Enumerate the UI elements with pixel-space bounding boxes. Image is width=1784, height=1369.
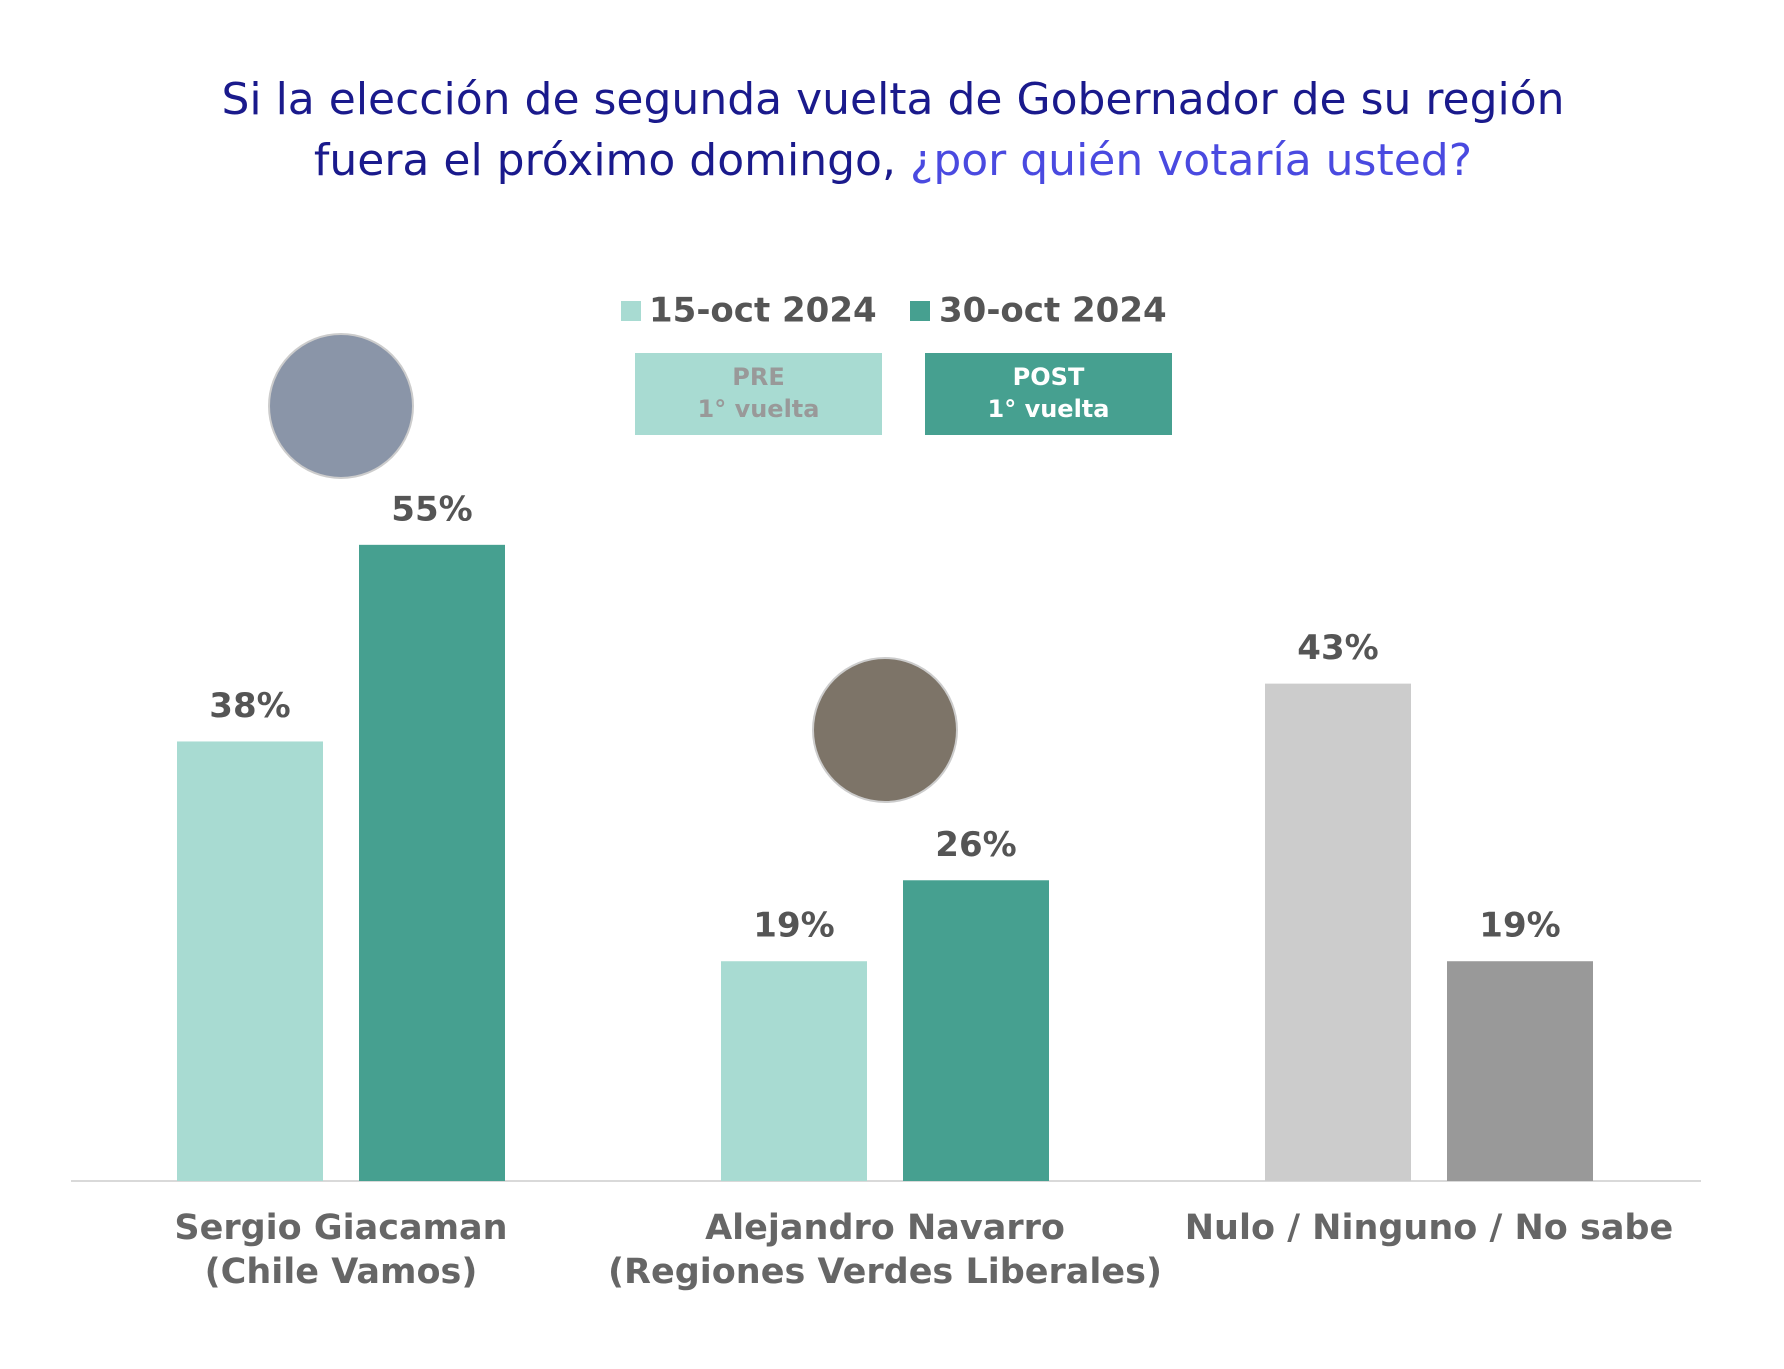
legend-swatch <box>910 301 930 321</box>
badge-text: PRE <box>732 363 784 391</box>
legend-label: 30-oct 2024 <box>939 291 1167 331</box>
value-label: 19% <box>753 906 834 946</box>
bar <box>177 741 323 1181</box>
bar <box>721 961 867 1181</box>
chart-title: Si la elección de segunda vuelta de Gobe… <box>221 74 1564 125</box>
title-part: fuera el próximo domingo, <box>314 135 896 186</box>
bar <box>903 880 1049 1181</box>
bar <box>359 544 505 1181</box>
bar <box>1265 683 1411 1181</box>
legend-label: 15-oct 2024 <box>649 291 877 331</box>
value-label: 19% <box>1479 906 1560 946</box>
title-highlight: ¿por quién votaría usted? <box>910 135 1472 186</box>
candidate-photo <box>268 333 414 479</box>
legend-badge <box>925 353 1172 435</box>
x-tick-label: Sergio Giacaman <box>174 1208 507 1248</box>
value-label: 43% <box>1297 628 1378 668</box>
legend-badge <box>635 353 882 435</box>
chart-title: fuera el próximo domingo, ¿por quién vot… <box>314 135 1472 186</box>
x-tick-label: (Chile Vamos) <box>205 1252 478 1292</box>
x-tick-label: Nulo / Ninguno / No sabe <box>1185 1208 1673 1248</box>
value-label: 38% <box>209 686 290 726</box>
value-label: 26% <box>935 825 1016 865</box>
badge-text: 1° vuelta <box>988 395 1110 423</box>
badge-text: 1° vuelta <box>698 395 820 423</box>
x-tick-label: (Regiones Verdes Liberales) <box>608 1252 1162 1292</box>
bar <box>1447 961 1593 1181</box>
value-label: 55% <box>391 489 472 529</box>
badge-text: POST <box>1013 363 1085 391</box>
legend-swatch <box>621 301 641 321</box>
candidate-photo <box>812 657 958 803</box>
x-tick-label: Alejandro Navarro <box>705 1208 1065 1248</box>
